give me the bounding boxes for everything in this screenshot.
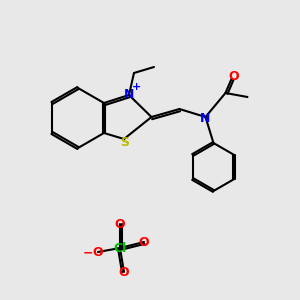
- Text: S: S: [121, 136, 130, 149]
- Text: O: O: [119, 266, 129, 278]
- Text: −: −: [83, 247, 93, 260]
- Text: +: +: [132, 82, 142, 92]
- Text: O: O: [115, 218, 125, 230]
- Text: N: N: [124, 88, 134, 101]
- Text: N: N: [200, 112, 211, 125]
- Text: O: O: [93, 245, 103, 259]
- Text: Cl: Cl: [113, 242, 127, 254]
- Text: O: O: [139, 236, 149, 248]
- Text: O: O: [228, 70, 239, 83]
